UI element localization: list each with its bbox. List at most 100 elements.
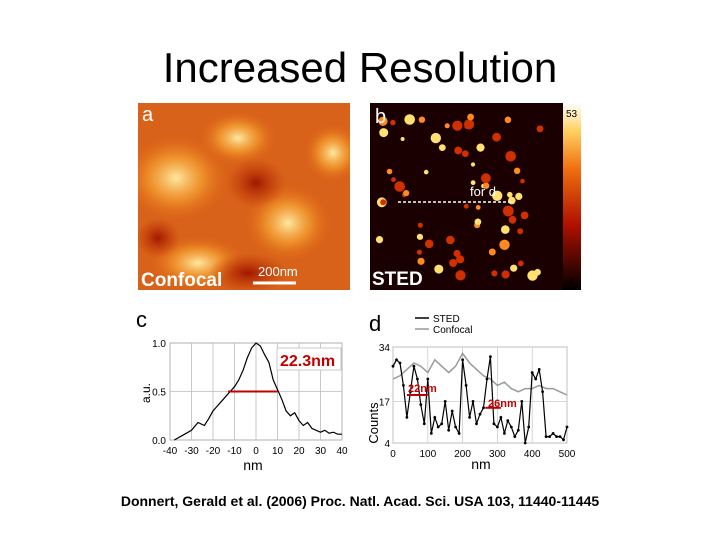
sted-spot: [463, 203, 469, 209]
sted-spot: [379, 128, 389, 138]
sted-point: [429, 432, 433, 435]
sted-spot: [454, 146, 463, 155]
sted-point: [457, 432, 461, 435]
sted-point: [551, 432, 555, 435]
sted-point: [436, 425, 440, 429]
d-x-tick-label: 100: [419, 449, 436, 460]
scale-bar-label: 200nm: [258, 264, 298, 279]
sted-point: [412, 364, 416, 368]
sted-spot: [418, 116, 426, 123]
sted-spot: [423, 169, 429, 175]
sted-spot: [520, 211, 529, 220]
d-x-tick-label: 500: [559, 449, 576, 460]
sted-image-panel: for d b STED 53 4: [370, 103, 581, 290]
sted-spot: [507, 191, 513, 198]
confocal-profile-chart: c -40 -30 -20 -10 0 10 20 30 400.00.51.0 22.3nm …: [136, 307, 348, 473]
sted-point: [398, 361, 402, 365]
c-y-axis-label: a.u.: [139, 383, 153, 403]
sted-point: [478, 412, 482, 416]
sted-spot: [492, 132, 501, 142]
sted-spot: [464, 124, 469, 129]
sted-spot: [501, 225, 510, 234]
slide-title: Increased Resolution: [162, 44, 558, 91]
c-y-tick-label: 0.0: [152, 436, 166, 447]
sted-spot: [438, 144, 446, 151]
c-x-tick-label: 0: [253, 446, 259, 457]
sted-spot: [492, 190, 503, 201]
d-y-axis-label: Counts: [366, 402, 381, 444]
d-x-tick-label: 300: [489, 449, 506, 460]
sted-point: [485, 377, 489, 381]
c-x-tick-label: -40: [163, 446, 178, 457]
citation: Donnert, Gerald et al. (2006) Proc. Natl…: [120, 493, 600, 509]
sted-spot: [404, 114, 415, 125]
sted-spot: [424, 239, 434, 249]
fwhm-label-box: [276, 347, 342, 371]
sted-point: [471, 400, 475, 403]
sted-point: [496, 425, 499, 429]
sted-spot: [504, 116, 512, 124]
sted-spot: [510, 264, 518, 272]
sted-spot: [452, 120, 463, 131]
c-y-tick-label: 1.0: [152, 339, 166, 350]
sted-point: [544, 435, 548, 438]
sted-point: [482, 406, 485, 410]
sted-point: [440, 422, 444, 426]
sted-spot: [474, 218, 482, 226]
sted-spot: [453, 249, 461, 258]
sted-spot: [375, 236, 384, 244]
confocal-series: [392, 352, 568, 396]
panel-b-label: STED: [372, 269, 423, 290]
sted-spot: [488, 248, 496, 256]
sted-spot: [501, 270, 510, 279]
sted-spot: [417, 257, 425, 265]
fwhm-label-1: 22nm: [408, 383, 437, 395]
sted-spot: [491, 270, 498, 277]
c-x-tick-label: -20: [206, 446, 221, 457]
colorbar: [563, 103, 581, 290]
sted-point: [391, 364, 395, 368]
sted-spot: [508, 215, 517, 224]
sted-point: [419, 403, 423, 406]
panel-d-letter: d: [369, 311, 381, 336]
sted-point: [468, 416, 471, 419]
sted-point: [475, 422, 478, 426]
sted-point: [523, 441, 527, 445]
d-y-tick-label: 4: [384, 439, 390, 450]
sted-point: [534, 377, 538, 381]
sted-spot: [416, 249, 422, 255]
panel-b-letter: b: [375, 106, 386, 128]
sted-spot: [455, 270, 466, 281]
sted-spot: [476, 143, 485, 152]
sted-point: [530, 371, 534, 374]
sted-point: [503, 432, 506, 435]
sted-spots: [375, 113, 544, 281]
c-x-tick-label: 10: [272, 446, 284, 457]
sted-spot: [390, 119, 396, 126]
sted-spot: [449, 259, 458, 267]
sted-point: [527, 425, 531, 429]
sted-point: [499, 416, 503, 419]
sted-point: [555, 435, 558, 438]
sted-point: [513, 435, 517, 438]
sted-spot: [446, 235, 455, 245]
sted-spot: [380, 199, 387, 206]
c-x-tick-label: 20: [293, 446, 305, 457]
sted-point: [454, 425, 457, 429]
sted-spot: [416, 233, 423, 240]
panel-c-letter: c: [136, 307, 147, 332]
sted-spot: [520, 178, 525, 184]
sted-point: [395, 358, 398, 362]
sted-point: [548, 435, 551, 438]
sted-spot: [400, 137, 405, 141]
sted-spot: [517, 260, 524, 267]
sted-spot: [513, 167, 521, 174]
c-x-tick-label: -30: [184, 446, 199, 457]
sted-point: [443, 400, 447, 403]
sted-point: [506, 419, 510, 422]
sted-point: [422, 422, 426, 426]
sted-spot: [502, 205, 514, 217]
sted-spot: [482, 182, 490, 189]
sted-spot: [499, 239, 510, 250]
c-x-tick-label: 40: [336, 446, 348, 457]
